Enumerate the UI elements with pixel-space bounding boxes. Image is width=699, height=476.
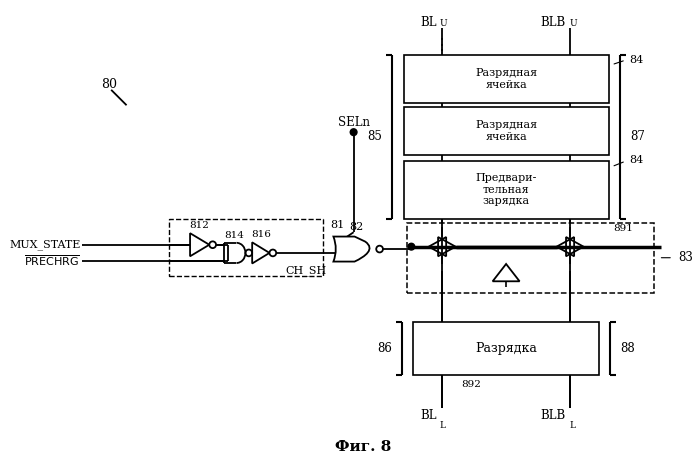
Bar: [403, 107, 609, 155]
Text: 88: 88: [621, 342, 635, 355]
Text: U: U: [569, 19, 577, 28]
Text: •: •: [440, 37, 444, 43]
Text: MUX_STATE: MUX_STATE: [9, 239, 80, 250]
Text: 812: 812: [189, 221, 210, 230]
Text: L: L: [439, 421, 445, 430]
Text: 814: 814: [224, 230, 244, 239]
Circle shape: [350, 129, 357, 136]
Text: $\overline{\mathrm{PRECHRG}}$: $\overline{\mathrm{PRECHRG}}$: [24, 254, 80, 268]
Text: 85: 85: [368, 130, 382, 143]
Text: 87: 87: [630, 130, 645, 143]
Text: 82: 82: [350, 222, 363, 232]
Text: Разрядная
ячейка: Разрядная ячейка: [475, 120, 537, 142]
PathPatch shape: [333, 237, 370, 262]
Text: 81: 81: [331, 219, 345, 229]
Bar: [403, 55, 609, 103]
Text: 84: 84: [630, 155, 644, 165]
Text: 816: 816: [251, 230, 271, 239]
Text: BLB: BLB: [540, 409, 565, 423]
Text: Фиг. 8: Фиг. 8: [335, 440, 391, 454]
Text: SELn: SELn: [338, 116, 370, 129]
Bar: [169, 219, 323, 277]
Text: •: •: [440, 49, 444, 54]
Text: U: U: [439, 19, 447, 28]
Text: 83: 83: [678, 251, 693, 264]
Text: 892: 892: [461, 380, 481, 389]
Bar: [413, 322, 599, 375]
Text: CH_SH: CH_SH: [286, 265, 327, 276]
Text: •: •: [440, 42, 444, 49]
Text: BLB: BLB: [540, 16, 565, 29]
Text: Разрядка: Разрядка: [475, 342, 537, 355]
Text: BL: BL: [421, 16, 438, 29]
Text: Предвари-
тельная
зарядка: Предвари- тельная зарядка: [475, 173, 537, 207]
Text: 891: 891: [614, 224, 633, 233]
Bar: [403, 161, 609, 219]
Text: 84: 84: [630, 55, 644, 65]
Bar: [408, 223, 654, 293]
Text: L: L: [569, 421, 575, 430]
Text: Разрядная
ячейка: Разрядная ячейка: [475, 69, 537, 90]
Text: 86: 86: [377, 342, 392, 355]
Text: 80: 80: [101, 78, 117, 90]
Text: BL: BL: [421, 409, 438, 423]
Circle shape: [408, 243, 415, 250]
